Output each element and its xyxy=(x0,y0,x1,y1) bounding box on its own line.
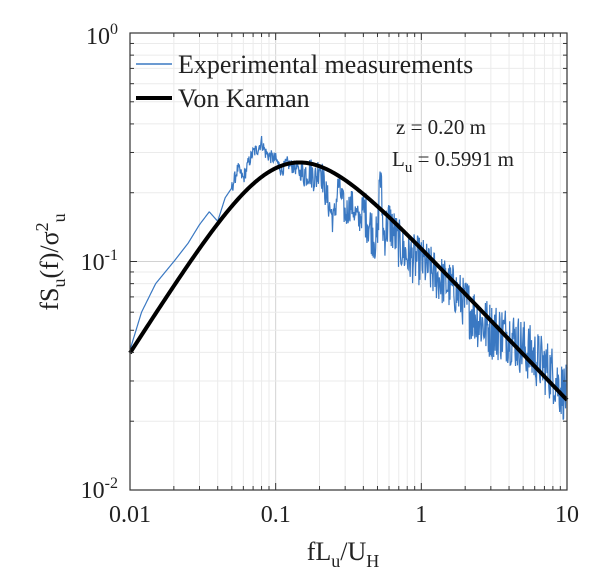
grid xyxy=(130,33,567,490)
x-tick-label-2: 0.1 xyxy=(261,502,291,528)
legend-label-von-karman: Von Karman xyxy=(178,84,310,113)
x-axis-label: fLu/UH xyxy=(307,537,380,571)
series-layer xyxy=(128,136,569,420)
x-tick-label-4: 10 xyxy=(555,502,579,528)
series-line-von-karman xyxy=(128,160,569,402)
y-tick-label-3: 100 xyxy=(86,21,118,50)
annotation-z: z = 0.20 m xyxy=(396,115,486,139)
x-tick-label-1: 0.01 xyxy=(109,502,151,528)
x-tick-label-3: 1 xyxy=(415,502,427,528)
y-tick-label-2: 10-1 xyxy=(81,247,118,276)
legend: Experimental measurements Von Karman xyxy=(136,50,473,113)
legend-label-experimental: Experimental measurements xyxy=(178,50,473,79)
y-axis-label: fSu(f)/σ2u xyxy=(32,213,69,310)
annotation-lu: Lu = 0.5991 m xyxy=(392,147,514,176)
ticks xyxy=(129,33,567,491)
y-tick-label-1: 10-2 xyxy=(81,475,118,504)
